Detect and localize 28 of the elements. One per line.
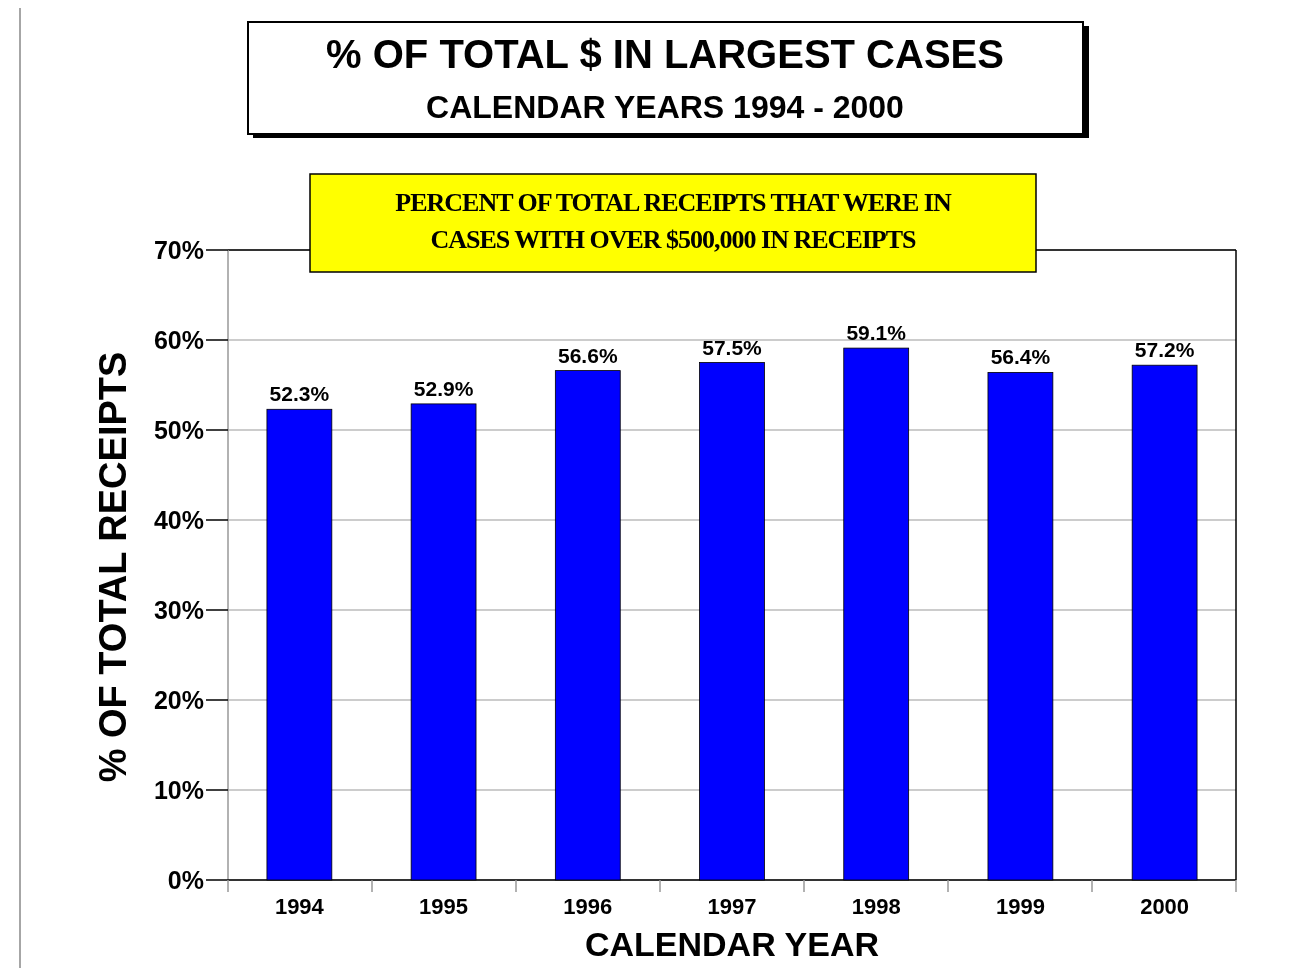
note-box: PERCENT OF TOTAL RECEIPTS THAT WERE IN CASES WITH OVER $500,000 IN RECEIPTS bbox=[309, 173, 1037, 273]
y-tick-label: 60% bbox=[153, 326, 204, 354]
data-label: 56.4% bbox=[990, 345, 1051, 369]
x-tick-label: 1996 bbox=[563, 894, 613, 919]
chart-title: % OF TOTAL $ IN LARGEST CASES bbox=[326, 32, 1004, 76]
x-tick-label: 2000 bbox=[1140, 894, 1190, 919]
data-label: 59.1% bbox=[846, 321, 907, 345]
x-tick-label: 1994 bbox=[274, 894, 325, 919]
annotation: PERCENT OF TOTAL RECEIPTS THAT WERE IN CASES WITH OVER $500,000 IN RECEIPTS bbox=[395, 188, 952, 254]
x-tick-label: 1995 bbox=[419, 894, 469, 919]
x-tick-label: 1998 bbox=[851, 894, 901, 919]
x-axis-title: CALENDAR YEAR bbox=[584, 925, 880, 963]
data-label: 57.2% bbox=[1134, 338, 1195, 362]
data-label: 56.6% bbox=[558, 343, 618, 367]
y-tick-label: 40% bbox=[153, 506, 204, 534]
y-tick-label: 0% bbox=[167, 866, 204, 894]
data-label: 52.9% bbox=[413, 376, 474, 400]
chart-subtitle: CALENDAR YEARS 1994 - 2000 bbox=[426, 89, 904, 125]
x-tick-label: 1999 bbox=[995, 894, 1045, 919]
y-axis-title: % OF TOTAL RECEIPTS bbox=[92, 351, 134, 783]
y-tick-label: 50% bbox=[153, 416, 204, 444]
y-tick-label: 70% bbox=[153, 236, 204, 264]
y-tick-label: 30% bbox=[153, 596, 204, 624]
y-tick-label: 20% bbox=[153, 686, 204, 714]
y-tick-label: 10% bbox=[153, 776, 204, 804]
data-label: 57.5% bbox=[702, 335, 763, 359]
x-tick-label: 1997 bbox=[707, 894, 757, 919]
data-label: 52.3% bbox=[269, 382, 330, 406]
